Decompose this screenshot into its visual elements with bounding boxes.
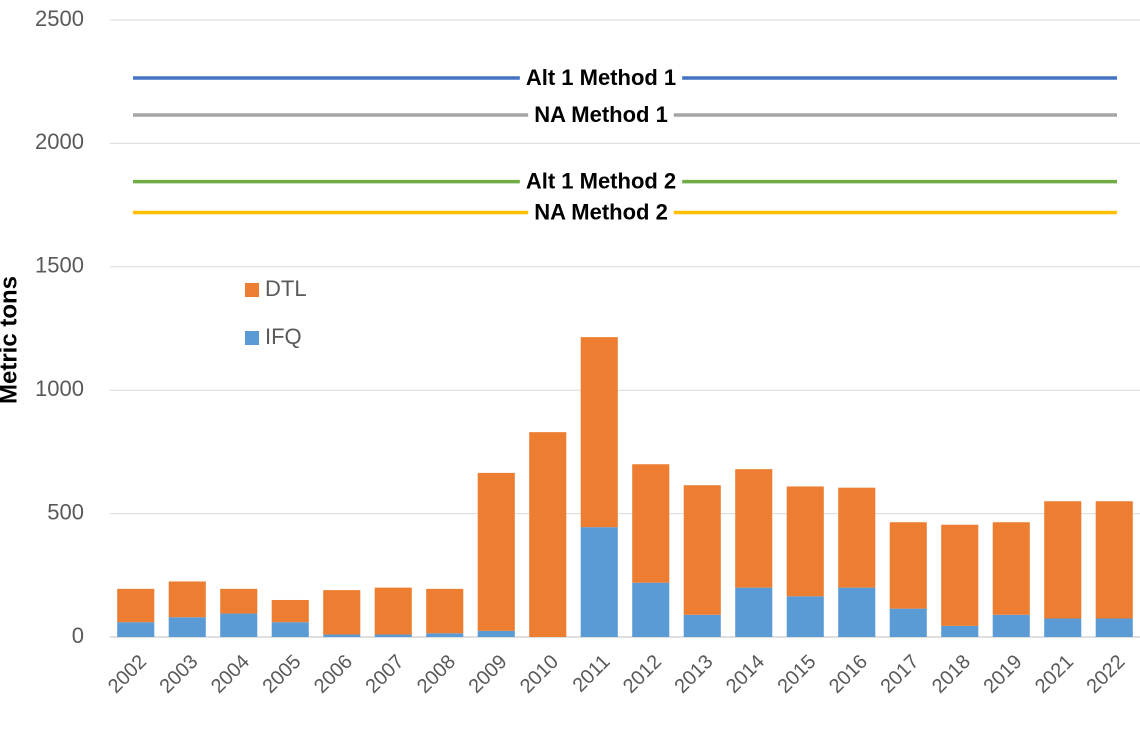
legend-label: DTL bbox=[265, 276, 307, 301]
x-tick-label: 2009 bbox=[464, 651, 511, 698]
bar-segment bbox=[1095, 618, 1133, 637]
x-tick-label: 2004 bbox=[207, 651, 254, 698]
x-tick-label: 2002 bbox=[104, 651, 151, 698]
legend-swatch bbox=[245, 331, 259, 345]
bar-segment bbox=[683, 485, 721, 615]
bar-segment bbox=[426, 633, 464, 637]
bar-segment bbox=[477, 630, 515, 637]
bar-segment bbox=[889, 608, 927, 637]
bar-segment bbox=[117, 622, 155, 637]
x-tick-label: 2019 bbox=[979, 651, 1026, 698]
y-tick-label: 1000 bbox=[35, 376, 84, 401]
y-tick-label: 1500 bbox=[35, 253, 84, 278]
bar-segment bbox=[374, 634, 412, 637]
bar-segment bbox=[632, 582, 670, 637]
legend-label: IFQ bbox=[265, 324, 302, 349]
y-tick-label: 2000 bbox=[35, 129, 84, 154]
bar-segment bbox=[220, 613, 258, 637]
bar-segment bbox=[168, 581, 206, 618]
y-tick-label: 500 bbox=[47, 499, 84, 524]
bar-segment bbox=[889, 522, 927, 609]
reference-label: NA Method 2 bbox=[534, 199, 668, 224]
bar-segment bbox=[168, 617, 206, 637]
bar-segment bbox=[992, 614, 1030, 637]
legend-swatch bbox=[245, 283, 259, 297]
bar-segment bbox=[941, 524, 979, 626]
bar-segment bbox=[477, 472, 515, 631]
x-tick-label: 2007 bbox=[361, 651, 408, 698]
y-tick-label: 0 bbox=[72, 623, 84, 648]
reference-label-bg bbox=[528, 199, 674, 225]
x-tick-label: 2017 bbox=[876, 651, 923, 698]
x-tick-label: 2010 bbox=[516, 651, 563, 698]
bar-segment bbox=[683, 614, 721, 637]
bar-segment bbox=[1095, 501, 1133, 619]
x-tick-label: 2021 bbox=[1031, 651, 1078, 698]
bar-segment bbox=[323, 634, 361, 637]
x-tick-label: 2015 bbox=[773, 651, 820, 698]
x-tick-label: 2012 bbox=[619, 651, 666, 698]
bar-segment bbox=[786, 486, 824, 597]
x-tick-label: 2003 bbox=[155, 651, 202, 698]
x-tick-label: 2013 bbox=[670, 651, 717, 698]
bar-segment bbox=[271, 599, 309, 623]
x-tick-label: 2014 bbox=[722, 651, 769, 698]
x-tick-label: 2022 bbox=[1082, 651, 1129, 698]
y-tick-label: 2500 bbox=[35, 6, 84, 31]
bar-segment bbox=[580, 527, 618, 637]
bar-segment bbox=[735, 587, 773, 637]
bar-segment bbox=[992, 522, 1030, 615]
y-axis-label: Metric tons bbox=[0, 276, 22, 404]
bar-segment bbox=[220, 588, 258, 614]
bar-segment bbox=[271, 622, 309, 637]
x-tick-label: 2011 bbox=[569, 651, 615, 697]
bar-segment bbox=[580, 337, 618, 528]
bar-segment bbox=[529, 432, 567, 637]
x-tick-label: 2016 bbox=[825, 651, 872, 698]
bar-segment bbox=[117, 588, 155, 623]
reference-label: NA Method 1 bbox=[534, 102, 668, 127]
bar-segment bbox=[323, 590, 361, 635]
bar-segment bbox=[786, 596, 824, 637]
x-tick-label: 2008 bbox=[413, 651, 460, 698]
reference-label-bg bbox=[528, 101, 674, 127]
bar-segment bbox=[735, 469, 773, 588]
bar-segment bbox=[426, 588, 464, 634]
bar-segment bbox=[1044, 618, 1082, 637]
reference-label-bg bbox=[519, 64, 683, 90]
bar-segment bbox=[632, 464, 670, 583]
bar-segment bbox=[838, 487, 876, 588]
x-tick-label: 2018 bbox=[928, 651, 975, 698]
bar-segment bbox=[1044, 501, 1082, 619]
reference-label: Alt 1 Method 2 bbox=[526, 168, 676, 193]
reference-label: Alt 1 Method 1 bbox=[526, 65, 676, 90]
bar-segment bbox=[838, 587, 876, 637]
bar-segment bbox=[374, 587, 412, 635]
reference-label-bg bbox=[519, 168, 683, 194]
x-tick-label: 2005 bbox=[258, 651, 305, 698]
x-tick-label: 2006 bbox=[310, 651, 357, 698]
bar-segment bbox=[941, 625, 979, 637]
